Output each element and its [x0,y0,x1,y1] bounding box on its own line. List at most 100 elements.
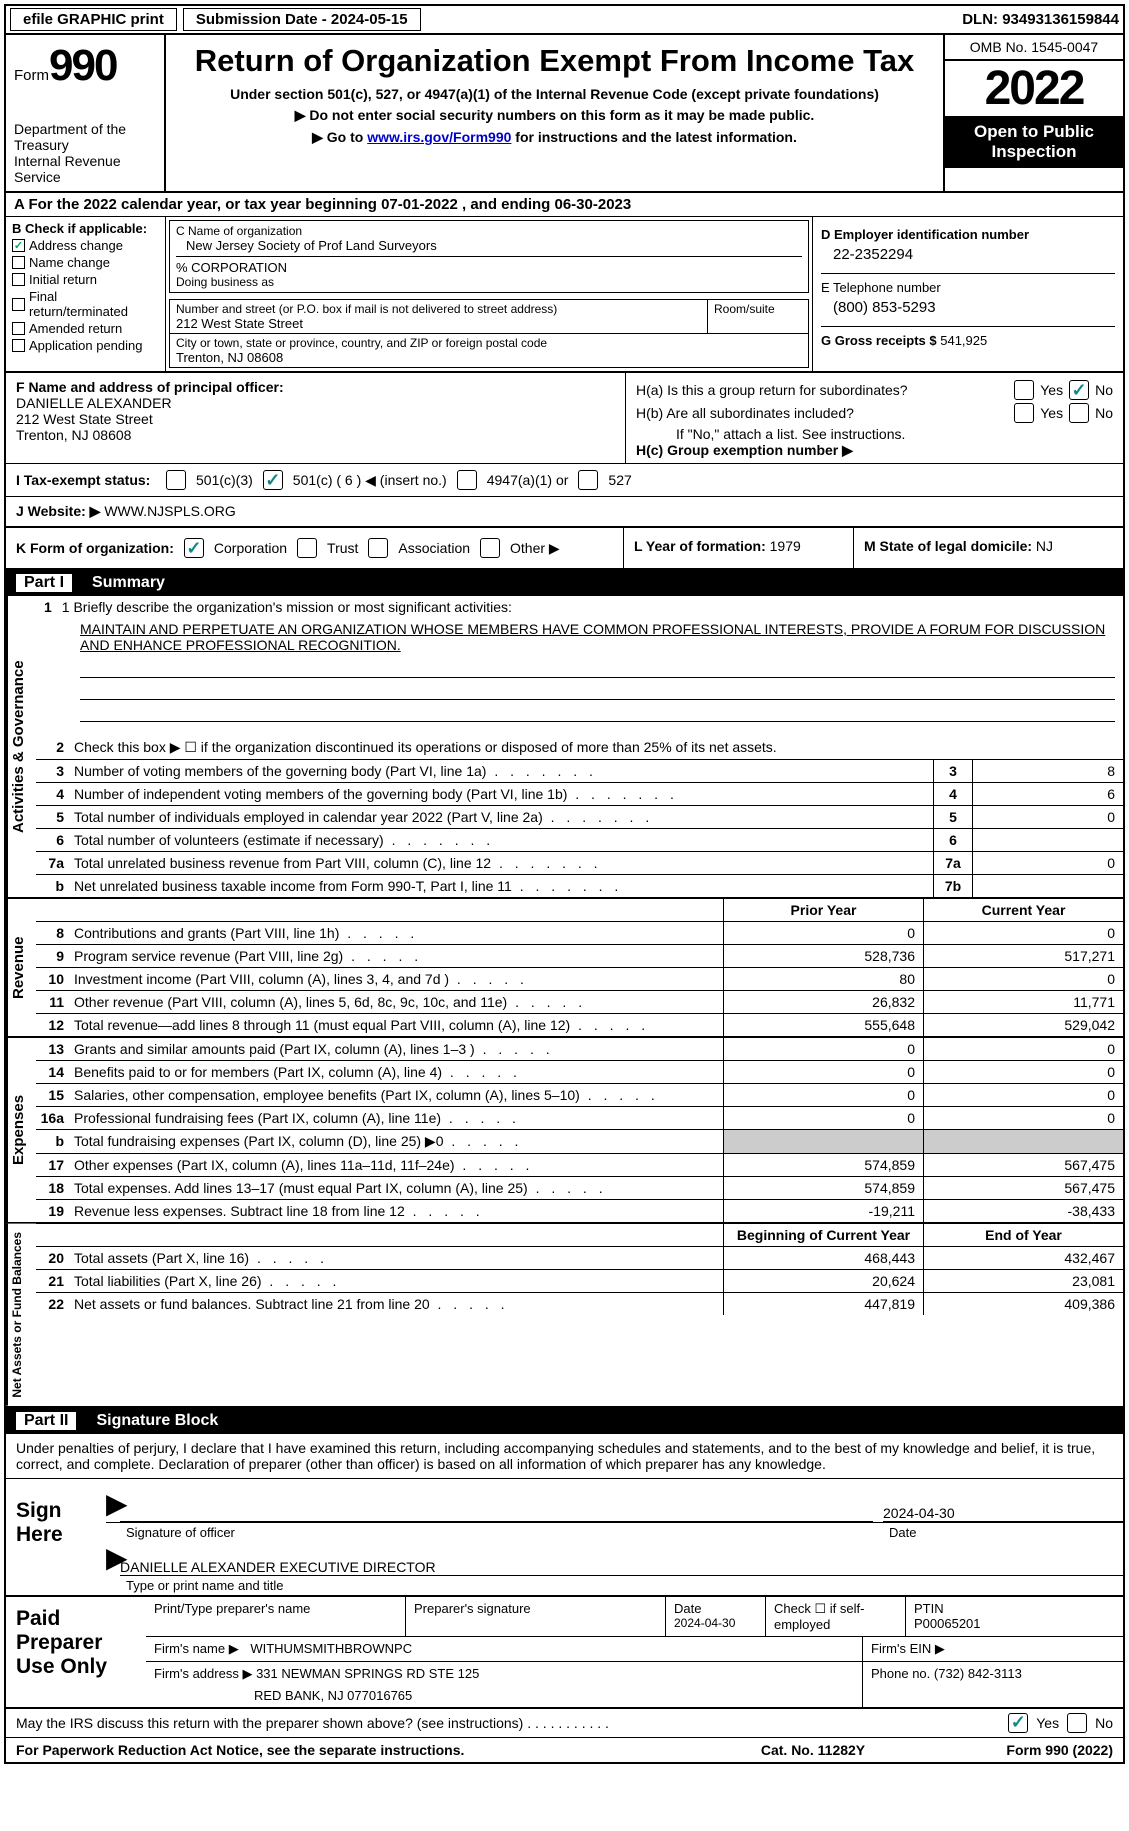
hb-no-checkbox[interactable] [1069,403,1089,423]
checkbox-label: Name change [29,255,110,270]
501c-checkbox[interactable] [263,470,283,490]
box-h: H(a) Is this a group return for subordin… [626,373,1123,463]
box-b-label: B Check if applicable: [12,221,159,236]
checkbox[interactable] [12,298,25,311]
checkbox-label: Amended return [29,321,122,336]
topbar: efile GRAPHIC print Submission Date - 20… [6,6,1123,35]
corp-checkbox[interactable] [184,538,204,558]
cat-no: Cat. No. 11282Y [713,1742,913,1758]
ha-no-checkbox[interactable] [1069,380,1089,400]
checkbox-label: Initial return [29,272,97,287]
tax-year-row: A For the 2022 calendar year, or tax yea… [6,193,1123,217]
dln-label: DLN: 93493136159844 [962,11,1119,28]
activities-governance-section: Activities & Governance 11 Briefly descr… [6,596,1123,899]
part1-header: Part I Summary [6,570,1123,596]
entity-section: B Check if applicable: Address changeNam… [6,217,1123,373]
expenses-tab: Expenses [6,1038,36,1222]
dba-label: Doing business as [176,275,802,289]
city: Trenton, NJ 08608 [176,350,802,365]
revenue-tab: Revenue [6,899,36,1036]
header-center: Return of Organization Exempt From Incom… [166,35,943,191]
summary-line: 3Number of voting members of the governi… [36,760,1123,783]
no-label: No [1095,1715,1113,1731]
signature-intro: Under penalties of perjury, I declare th… [6,1434,1123,1479]
trust-checkbox[interactable] [297,538,317,558]
gross-label: G Gross receipts $ [821,333,940,348]
box-f: F Name and address of principal officer:… [6,373,626,463]
trust-label: Trust [327,540,358,556]
box-k: K Form of organization: Corporation Trus… [6,528,623,568]
netassets-tab: Net Assets or Fund Balances [6,1224,36,1406]
ein-label: D Employer identification number [821,227,1115,242]
instr-prefix: ▶ Go to [312,129,367,145]
street-label: Number and street (or P.O. box if mail i… [176,302,701,316]
paperwork-notice: For Paperwork Reduction Act Notice, see … [16,1742,713,1758]
inspection-notice: Open to Public Inspection [945,116,1123,168]
assoc-checkbox[interactable] [368,538,388,558]
org-name-box: C Name of organization New Jersey Societ… [169,220,809,293]
dept-label: Department of the Treasury [14,121,156,153]
footer: For Paperwork Reduction Act Notice, see … [6,1737,1123,1762]
checkbox-line: Amended return [12,321,159,336]
checkbox[interactable] [12,256,25,269]
instruction-ssn: ▶ Do not enter social security numbers o… [176,107,933,124]
ptin-label: PTIN [914,1601,1115,1616]
city-label: City or town, state or province, country… [176,336,802,350]
netassets-section: Net Assets or Fund Balances Beginning of… [6,1224,1123,1408]
firm-name: WITHUMSMITHBROWNPC [242,1641,412,1656]
summary-line: 22Net assets or fund balances. Subtract … [36,1293,1123,1315]
form-ref: Form 990 (2022) [913,1742,1113,1758]
omb-number: OMB No. 1545-0047 [945,35,1123,61]
i-label: I Tax-exempt status: [16,472,156,488]
mission-label: 1 Briefly describe the organization's mi… [62,599,512,615]
form-word: Form [14,67,49,84]
yes-label: Yes [1040,405,1063,421]
prep-date-label: Date [674,1601,757,1616]
summary-line: 12Total revenue—add lines 8 through 11 (… [36,1014,1123,1036]
instruction-link: ▶ Go to www.irs.gov/Form990 for instruct… [176,129,933,146]
form-header: Form990 Department of the Treasury Inter… [6,35,1123,193]
checkbox-line: Final return/terminated [12,289,159,319]
checkbox-label: Final return/terminated [29,289,159,319]
officer-typed-name: DANIELLE ALEXANDER EXECUTIVE DIRECTOR [120,1559,1123,1576]
care-of: % CORPORATION [176,260,802,275]
prep-phone-label: Phone no. [871,1666,934,1681]
firm-addr2: RED BANK, NJ 077016765 [154,1682,854,1703]
preparer-section: Paid Preparer Use Only Print/Type prepar… [6,1597,1123,1709]
part1-title: Summary [92,574,165,592]
assoc-label: Association [398,540,470,556]
4947-checkbox[interactable] [457,470,477,490]
l-label: L Year of formation: [634,538,770,554]
527-label: 527 [608,472,631,488]
checkbox[interactable] [12,273,25,286]
officer-name: DANIELLE ALEXANDER [16,395,615,411]
part2-num: Part II [16,1412,76,1430]
beginning-year-header: Beginning of Current Year [723,1224,923,1246]
checkbox[interactable] [12,322,25,335]
other-label: Other ▶ [510,540,560,557]
officer-row: F Name and address of principal officer:… [6,373,1123,464]
ha-yes-checkbox[interactable] [1014,380,1034,400]
org-name: New Jersey Society of Prof Land Surveyor… [176,238,802,253]
hb-yes-checkbox[interactable] [1014,403,1034,423]
print-name-label: Print/Type preparer's name [154,1601,397,1616]
name-label: C Name of organization [176,224,802,238]
efile-print-button[interactable]: efile GRAPHIC print [10,8,177,31]
phone-value: (800) 853-5293 [821,295,1115,316]
summary-line: 15Salaries, other compensation, employee… [36,1084,1123,1107]
501c3-checkbox[interactable] [166,470,186,490]
checkbox[interactable] [12,339,25,352]
checkbox[interactable] [12,239,25,252]
ag-tab: Activities & Governance [6,596,36,897]
discuss-yes-checkbox[interactable] [1008,1713,1028,1733]
submission-date-button[interactable]: Submission Date - 2024-05-15 [183,8,421,31]
prior-year-header: Prior Year [723,899,923,921]
l-value: 1979 [770,538,801,554]
self-employed-check: Check ☐ if self-employed [766,1597,906,1636]
summary-line: 10Investment income (Part VIII, column (… [36,968,1123,991]
other-checkbox[interactable] [480,538,500,558]
527-checkbox[interactable] [578,470,598,490]
discuss-no-checkbox[interactable] [1067,1713,1087,1733]
sig-intro-text: Under penalties of perjury, I declare th… [16,1440,1095,1472]
irs-link[interactable]: www.irs.gov/Form990 [367,129,511,145]
